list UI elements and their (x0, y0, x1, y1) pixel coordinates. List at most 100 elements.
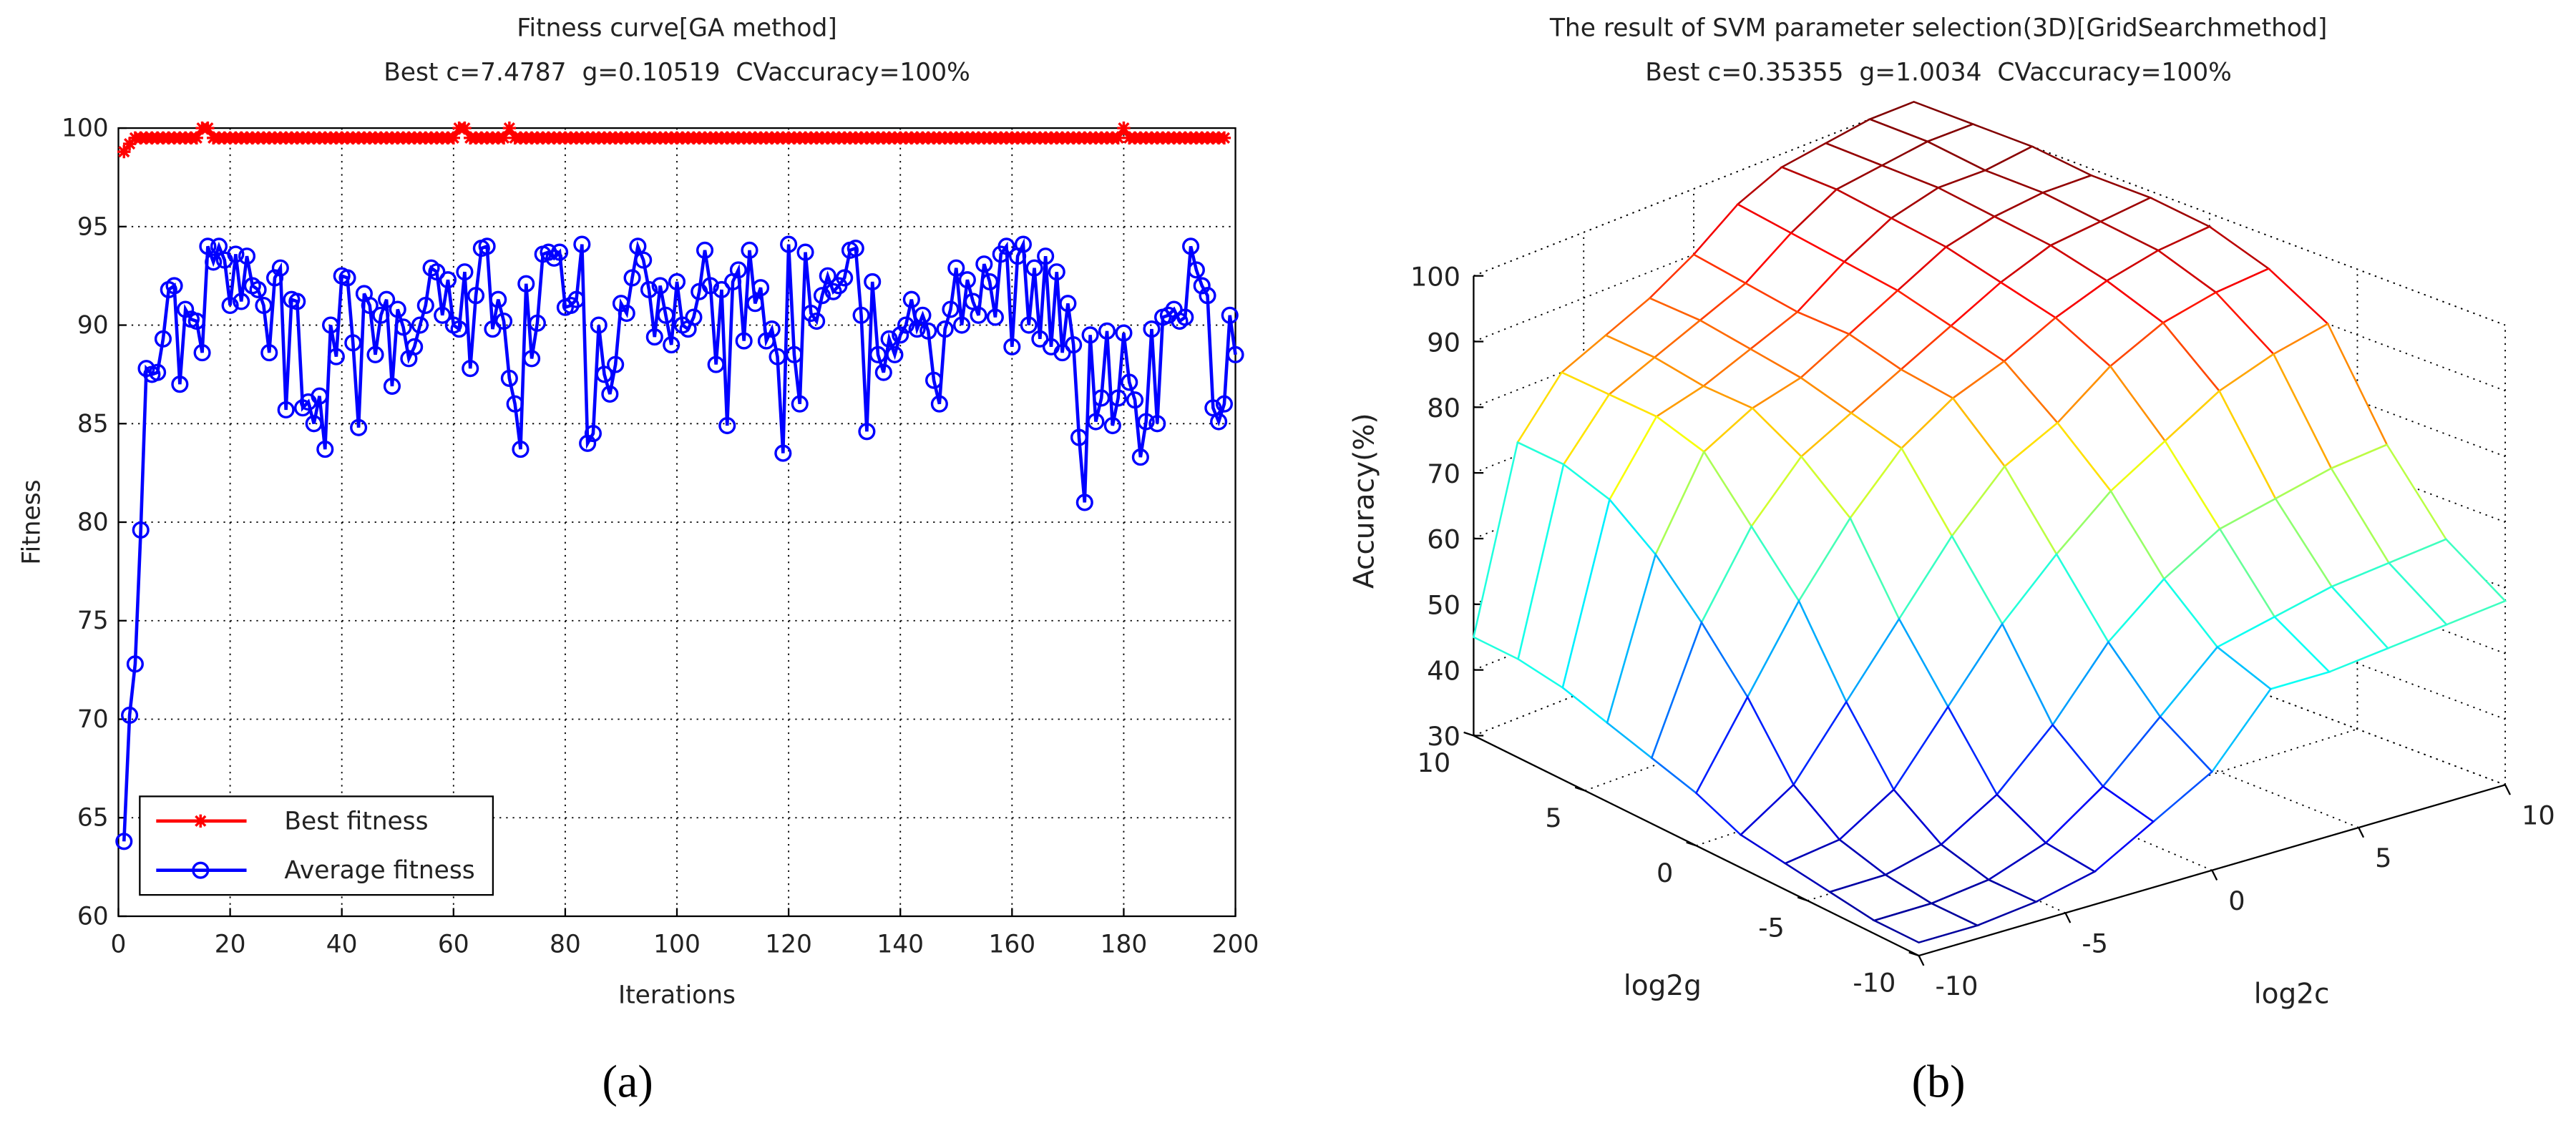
marker (1037, 247, 1055, 265)
marker (902, 290, 920, 308)
marker (1098, 322, 1116, 340)
marker (601, 385, 619, 403)
marker (249, 280, 267, 299)
marker (361, 296, 379, 315)
marker (780, 235, 798, 253)
marker (406, 338, 424, 355)
marker (1215, 395, 1233, 413)
marker (579, 434, 597, 452)
marker (623, 269, 641, 287)
marker (350, 418, 368, 436)
marker (930, 395, 948, 413)
marker (1059, 295, 1077, 313)
marker (947, 259, 965, 277)
marker (713, 280, 731, 299)
marker (305, 415, 323, 433)
grid-line (1803, 604, 2359, 828)
marker (645, 328, 663, 346)
marker (1226, 345, 1244, 363)
y-tick-label: 10 (1418, 747, 1451, 778)
marker (484, 320, 502, 338)
marker (117, 144, 131, 159)
marker (277, 401, 295, 419)
chart-title: The result of SVM parameter selection(3D… (1549, 14, 2327, 43)
marker (193, 344, 211, 362)
marker (372, 306, 390, 324)
marker (880, 330, 898, 348)
z-tick-label: 80 (1427, 393, 1460, 423)
x-tick-label: -5 (2082, 928, 2108, 958)
chart-subtitle: Best c=7.4787 g=0.10519 CVaccuracy=100% (384, 58, 970, 87)
marker (1065, 336, 1083, 354)
marker (126, 655, 144, 673)
marker (366, 345, 384, 363)
marker (115, 833, 133, 850)
marker (897, 316, 915, 334)
marker (701, 277, 719, 295)
grid-line (1807, 728, 2358, 902)
marker (997, 237, 1015, 255)
marker (265, 269, 284, 287)
x-tick-label: 80 (550, 930, 581, 958)
y-tick-label: 5 (1545, 803, 1561, 833)
x-tick-label: -10 (1935, 971, 1978, 1001)
marker (1187, 261, 1205, 279)
y-tick-label: -10 (1853, 968, 1896, 999)
marker (199, 237, 217, 255)
marker (808, 312, 826, 330)
marker (590, 316, 608, 334)
marker (439, 271, 457, 289)
marker (201, 121, 215, 135)
marker (1087, 413, 1105, 431)
tick-mark (2211, 870, 2218, 881)
plot-frame (117, 127, 1236, 918)
y-tick-label: 95 (77, 212, 109, 241)
marker (121, 706, 139, 725)
marker (192, 861, 210, 879)
marker (338, 269, 356, 287)
marker (1075, 494, 1093, 511)
x-tick-label: 180 (1101, 930, 1148, 958)
marker (416, 296, 434, 315)
marker (735, 332, 753, 350)
x-tick-label: 140 (877, 930, 924, 958)
x-axis-label: log2c (2254, 978, 2330, 1011)
marker (892, 326, 909, 344)
z-tick-label: 30 (1427, 721, 1460, 752)
marker (495, 312, 513, 330)
marker (836, 269, 854, 287)
marker (986, 308, 1004, 326)
marker (517, 275, 535, 293)
marker (618, 304, 635, 323)
marker (512, 441, 530, 458)
x-tick-label: 60 (438, 930, 469, 958)
y-tick-label: 85 (77, 410, 109, 438)
marker (450, 320, 468, 338)
marker (462, 360, 479, 378)
x-tick-label: 200 (1212, 930, 1259, 958)
marker (919, 322, 937, 340)
marker (1117, 121, 1131, 135)
marker (1126, 391, 1144, 409)
x-tick-label: 0 (111, 930, 127, 958)
marker (1048, 263, 1065, 281)
marker (497, 131, 511, 145)
marker (741, 241, 758, 259)
grid-line (1473, 101, 1914, 277)
marker (1199, 287, 1216, 305)
marker (316, 441, 334, 458)
y-axis-label: log2g (1624, 970, 1702, 1002)
marker (651, 277, 669, 295)
marker (233, 293, 250, 310)
x-tick-label: 0 (2228, 886, 2245, 916)
y-tick-label: 60 (77, 902, 109, 931)
marker (288, 293, 306, 310)
marker (1182, 237, 1200, 255)
marker (1103, 416, 1121, 435)
tick-mark (2358, 827, 2365, 838)
marker (428, 263, 446, 281)
marker (456, 263, 474, 281)
y-axis-label: Fitness (17, 479, 46, 564)
marker (936, 320, 954, 338)
